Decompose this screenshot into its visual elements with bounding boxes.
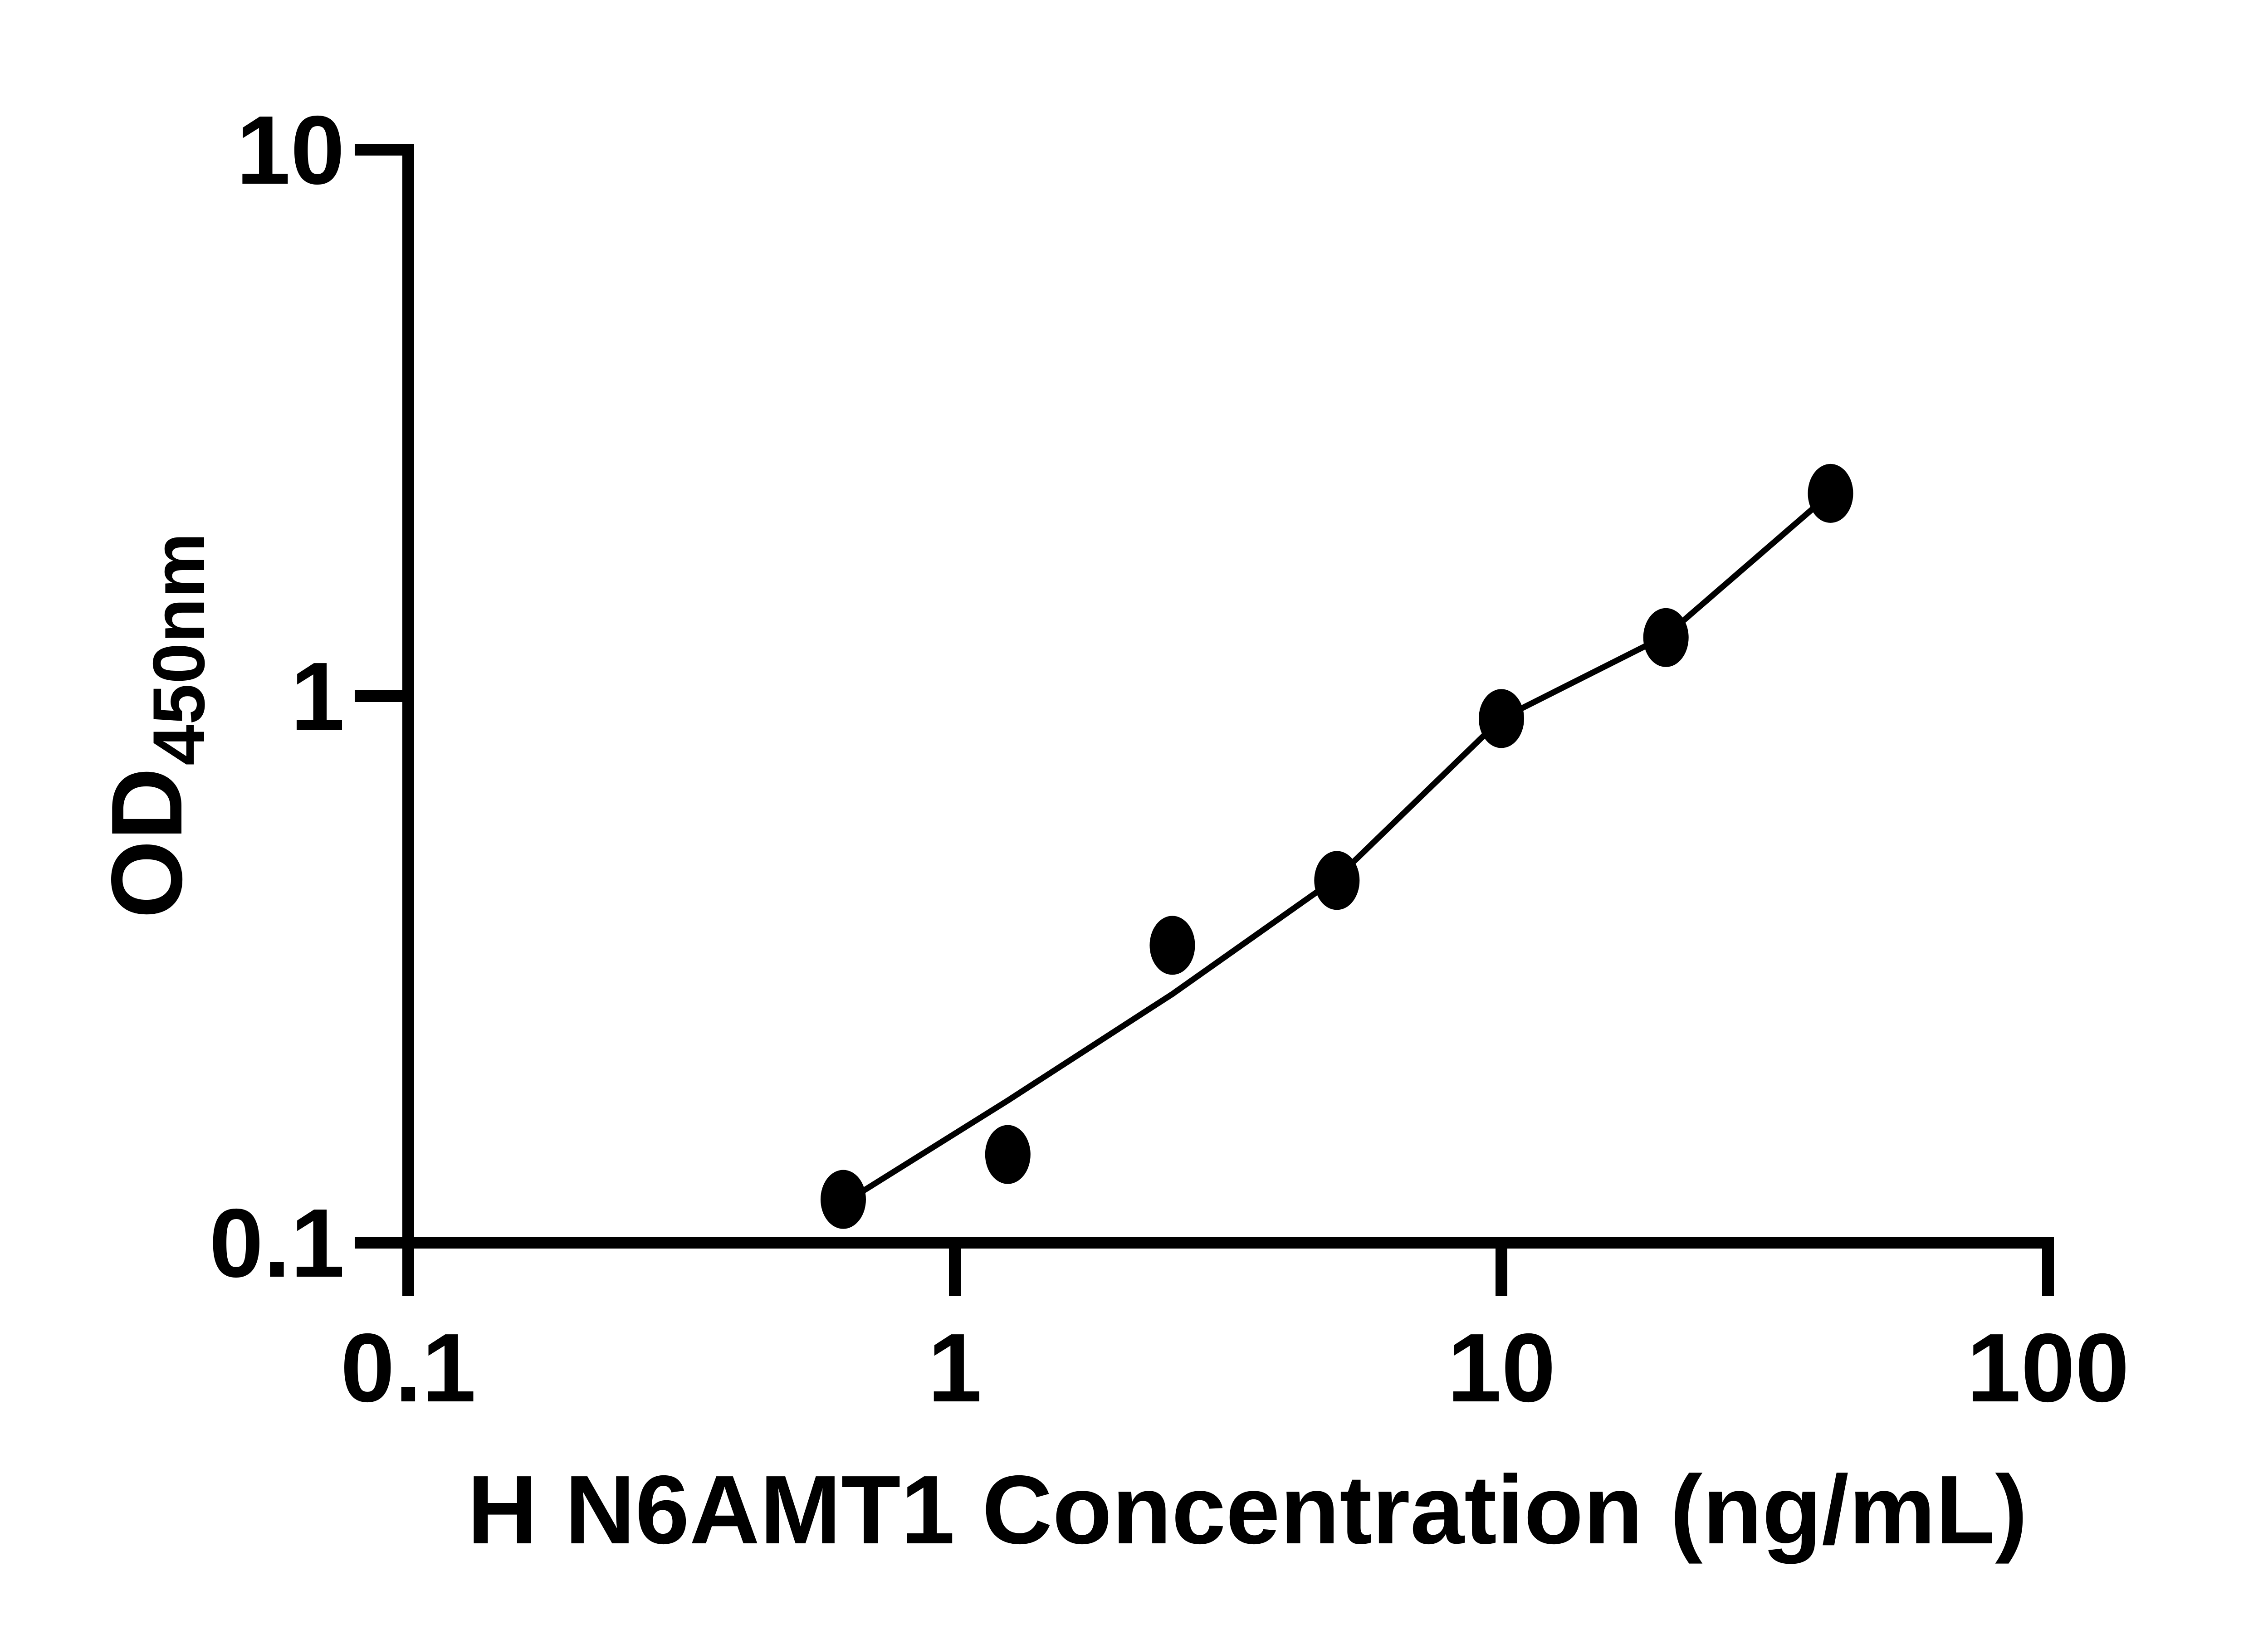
y-tick-label: 1 xyxy=(290,642,345,751)
data-point xyxy=(985,1125,1031,1184)
ticks-layer: 0.1 1 10 100 0.1 1 10 xyxy=(209,95,2129,1422)
y-axis-title-subscript: 450nm xyxy=(138,533,220,766)
y-tick-label: 0.1 xyxy=(209,1188,345,1298)
data-point xyxy=(1149,916,1195,975)
data-point xyxy=(821,1170,866,1229)
x-tick-label: 10 xyxy=(1447,1313,1555,1422)
fit-line xyxy=(841,491,1833,1206)
plot-layer xyxy=(821,463,1853,1229)
data-point xyxy=(1808,463,1853,523)
x-tick-label: 100 xyxy=(1967,1313,2130,1422)
y-tick-label: 10 xyxy=(236,95,345,205)
x-tick-label: 0.1 xyxy=(341,1313,476,1422)
x-axis-title: H N6AMT1 Concentration (ng/mL) xyxy=(467,1455,2028,1564)
data-point xyxy=(1643,608,1689,667)
y-axis-title-main: OD xyxy=(91,767,203,918)
y-axis-title: OD 450nm xyxy=(91,533,220,919)
x-tick-label: 1 xyxy=(928,1313,982,1422)
data-point xyxy=(1314,851,1360,910)
data-point xyxy=(1479,689,1524,748)
